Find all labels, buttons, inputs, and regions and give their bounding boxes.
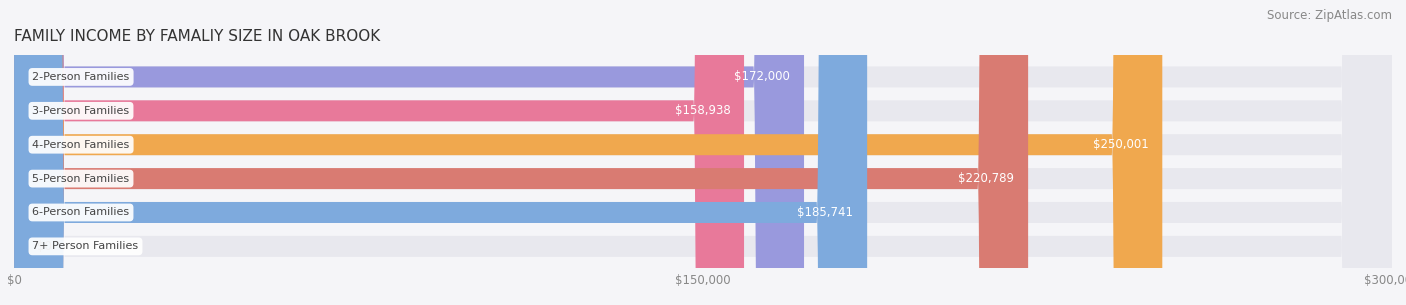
Text: 4-Person Families: 4-Person Families [32,140,129,150]
Text: $172,000: $172,000 [734,70,790,84]
Text: $220,789: $220,789 [959,172,1014,185]
FancyBboxPatch shape [14,0,868,305]
Text: 5-Person Families: 5-Person Families [32,174,129,184]
FancyBboxPatch shape [14,0,804,305]
Text: $0: $0 [37,240,52,253]
FancyBboxPatch shape [14,0,1028,305]
FancyBboxPatch shape [14,0,1392,305]
FancyBboxPatch shape [14,0,1392,305]
Text: 7+ Person Families: 7+ Person Families [32,241,139,251]
Text: $185,741: $185,741 [797,206,853,219]
FancyBboxPatch shape [14,0,1392,305]
Text: Source: ZipAtlas.com: Source: ZipAtlas.com [1267,9,1392,22]
Text: 3-Person Families: 3-Person Families [32,106,129,116]
Text: $250,001: $250,001 [1092,138,1149,151]
FancyBboxPatch shape [14,0,1392,305]
Text: 2-Person Families: 2-Person Families [32,72,129,82]
FancyBboxPatch shape [14,0,1392,305]
Text: FAMILY INCOME BY FAMALIY SIZE IN OAK BROOK: FAMILY INCOME BY FAMALIY SIZE IN OAK BRO… [14,29,380,44]
FancyBboxPatch shape [14,0,744,305]
Text: 6-Person Families: 6-Person Families [32,207,129,217]
FancyBboxPatch shape [14,0,1163,305]
FancyBboxPatch shape [14,0,1392,305]
Text: $158,938: $158,938 [675,104,730,117]
